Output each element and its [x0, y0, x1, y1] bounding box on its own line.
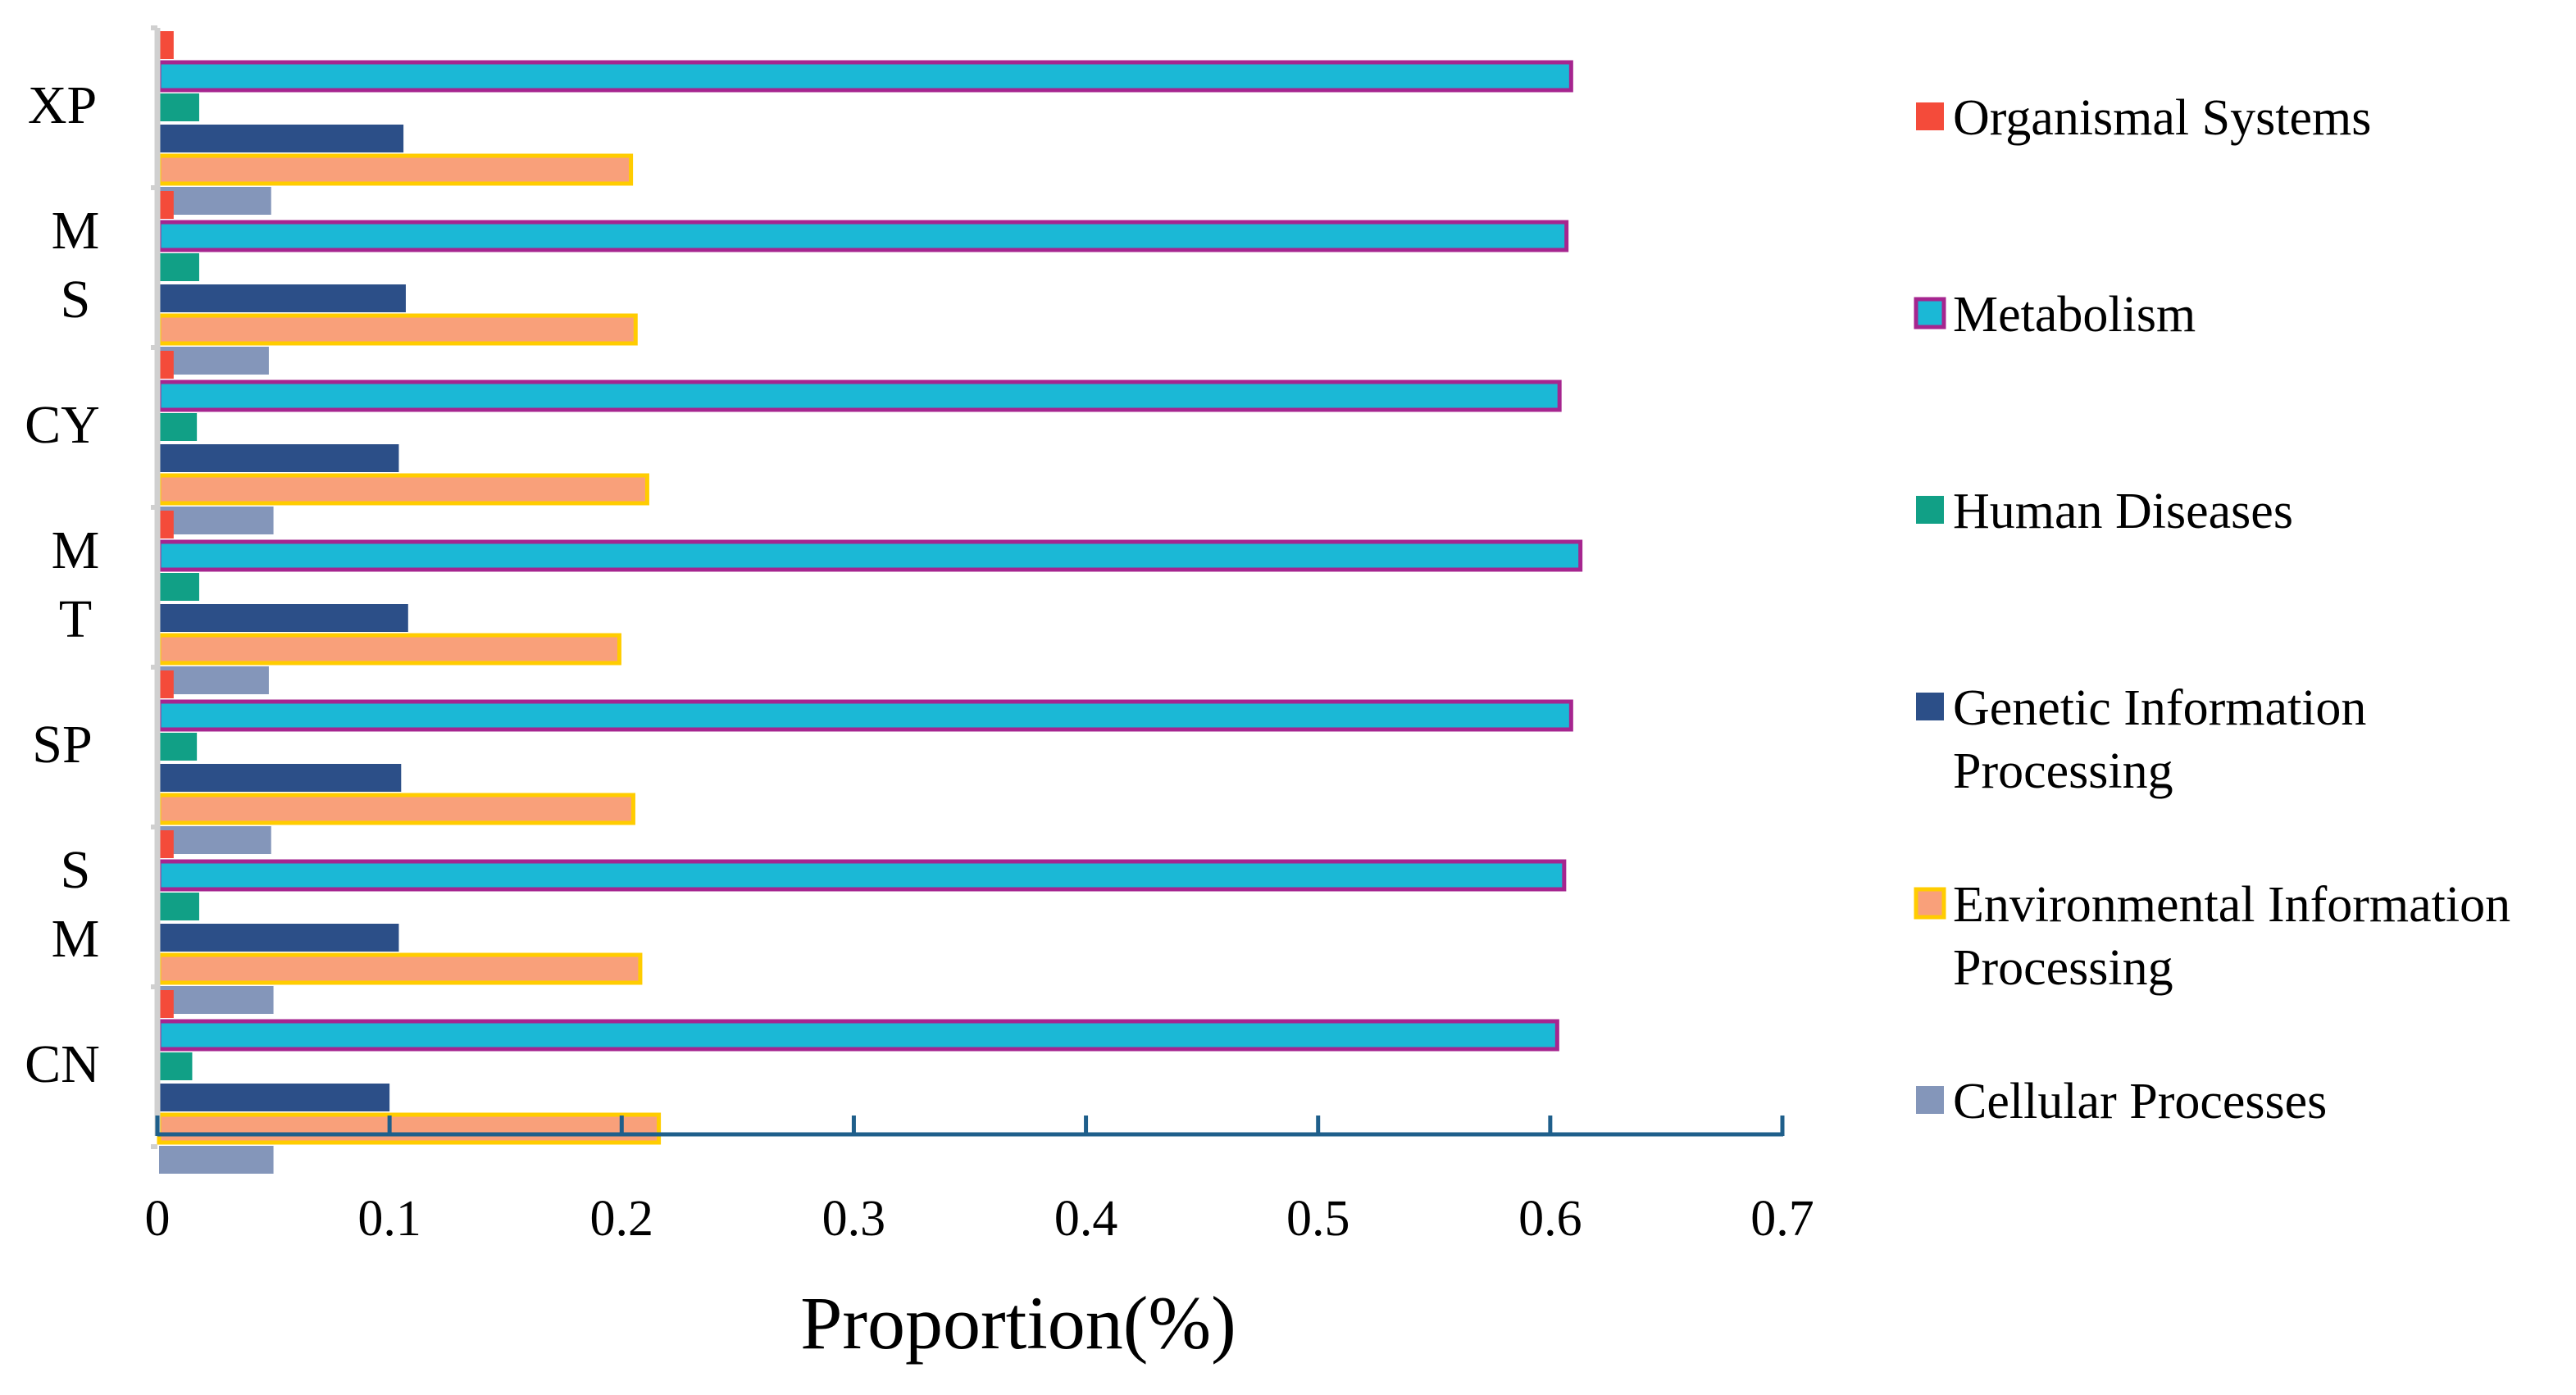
category-label-ms: M — [52, 201, 100, 261]
bar-sp-organismal-systems — [159, 670, 174, 698]
bar-sp-metabolism — [157, 699, 1573, 732]
category-label-cn: CN — [25, 1034, 100, 1094]
bar-cn-metabolism — [157, 1019, 1559, 1052]
bar-sm-human-diseases — [159, 893, 199, 920]
category-label-sm: M — [52, 909, 100, 969]
bar-group-sm — [157, 830, 1567, 1014]
bar-sp-cellular-processes — [159, 826, 271, 854]
bar-sm-cellular-processes — [159, 986, 274, 1014]
legend-swatch — [1916, 1086, 1944, 1114]
x-tick-label: 0.6 — [1518, 1191, 1582, 1247]
x-tick-label: 0 — [145, 1191, 171, 1247]
x-tick-label: 0.2 — [590, 1191, 654, 1247]
bar-cn-cellular-processes — [159, 1146, 274, 1174]
legend-label: Organismal Systems — [1953, 90, 2371, 146]
bar-cy-organismal-systems — [159, 351, 174, 379]
legend-item-human-diseases: Human Diseases — [1916, 484, 2293, 539]
bar-ms-cellular-processes — [159, 347, 269, 375]
legend-swatch — [1916, 496, 1944, 524]
bar-xp-genetic-information-processing — [159, 125, 404, 152]
category-label-sp: SP — [32, 715, 92, 775]
bar-xp-cellular-processes — [159, 187, 271, 215]
legend-item-cellular-processes: Cellular Processes — [1916, 1074, 2327, 1129]
bar-sp-human-diseases — [159, 733, 198, 761]
bar-group-cy — [157, 351, 1562, 534]
bar-group-xp — [157, 31, 1573, 215]
legend-swatch — [1916, 693, 1944, 720]
legend-label: Genetic Information — [1953, 680, 2366, 736]
category-label-xp: XP — [28, 75, 97, 135]
bar-cn-human-diseases — [159, 1052, 193, 1080]
category-label-mt: T — [59, 589, 92, 649]
x-tick-label: 0.7 — [1750, 1191, 1814, 1247]
bar-group-mt — [157, 511, 1583, 694]
legend-item-environmental-information-processing: Environmental Information Processing — [1914, 877, 2510, 996]
bar-ms-environmental-information-processing — [157, 313, 638, 346]
bar-cy-human-diseases — [159, 413, 198, 441]
x-tick-label: 0.5 — [1286, 1191, 1350, 1247]
bar-mt-organismal-systems — [159, 511, 174, 538]
bar-xp-organismal-systems — [159, 31, 174, 59]
bar-cn-environmental-information-processing — [157, 1112, 662, 1145]
bar-sm-genetic-information-processing — [159, 924, 399, 952]
bar-group-ms — [157, 191, 1569, 375]
bar-cy-environmental-information-processing — [157, 473, 649, 506]
x-tick-label: 0.4 — [1054, 1191, 1118, 1247]
bar-cn-genetic-information-processing — [159, 1084, 390, 1111]
bar-ms-organismal-systems — [159, 191, 174, 219]
bar-xp-metabolism — [157, 60, 1573, 93]
category-label-mt: M — [52, 520, 100, 580]
legend-swatch — [1914, 887, 1946, 920]
bar-group-cn — [157, 990, 1559, 1174]
bars-layer — [157, 31, 1583, 1174]
x-tick-label: 0.3 — [822, 1191, 886, 1247]
bar-sp-environmental-information-processing — [157, 793, 635, 825]
bar-mt-environmental-information-processing — [157, 633, 621, 666]
legend-label: Environmental Information — [1953, 877, 2510, 933]
legend-label: Processing — [1953, 743, 2173, 799]
bar-mt-cellular-processes — [159, 666, 269, 694]
bar-xp-environmental-information-processing — [157, 153, 634, 186]
bar-ms-genetic-information-processing — [159, 284, 406, 312]
bar-cn-organismal-systems — [159, 990, 174, 1018]
bar-cy-metabolism — [157, 379, 1562, 412]
bar-xp-human-diseases — [159, 93, 199, 121]
bar-sm-organismal-systems — [159, 830, 174, 858]
x-ticks-layer: 0 0.1 0.2 0.3 0.4 0.5 0.6 0.7 — [145, 1116, 1814, 1247]
bar-ms-human-diseases — [159, 253, 199, 281]
legend-label: Processing — [1953, 940, 2173, 996]
legend-label: Cellular Processes — [1953, 1074, 2327, 1129]
category-label-ms: S — [61, 270, 91, 329]
bar-mt-human-diseases — [159, 573, 199, 601]
legend: Organismal Systems Metabolism Human Diseas… — [1914, 90, 2510, 1129]
bar-mt-genetic-information-processing — [159, 604, 408, 632]
bar-sp-genetic-information-processing — [159, 764, 402, 792]
bar-mt-metabolism — [157, 539, 1583, 572]
legend-swatch — [1916, 102, 1944, 130]
bar-ms-metabolism — [157, 220, 1569, 252]
bar-group-sp — [157, 670, 1573, 854]
bar-cy-cellular-processes — [159, 507, 274, 534]
legend-swatch — [1914, 297, 1946, 329]
y-ticks-layer — [151, 25, 157, 1149]
legend-label: Human Diseases — [1953, 484, 2293, 539]
legend-label: Metabolism — [1953, 287, 2196, 343]
legend-item-organismal-systems: Organismal Systems — [1916, 90, 2371, 146]
legend-item-metabolism: Metabolism — [1914, 287, 2196, 343]
x-axis-title: Proportion(%) — [800, 1281, 1236, 1365]
bar-cy-genetic-information-processing — [159, 444, 399, 472]
bar-sm-metabolism — [157, 859, 1567, 892]
category-label-sm: S — [61, 840, 91, 900]
category-label-cy: CY — [25, 395, 100, 455]
legend-item-genetic-information-processing: Genetic Information Processing — [1916, 680, 2366, 799]
bar-sm-environmental-information-processing — [157, 952, 643, 985]
x-tick-label: 0.1 — [357, 1191, 421, 1247]
